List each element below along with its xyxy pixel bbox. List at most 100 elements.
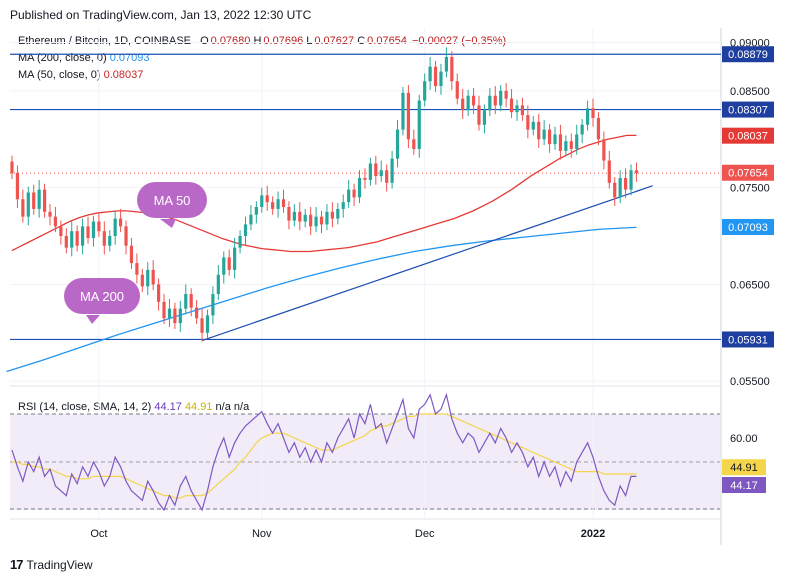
- candle-body: [75, 231, 79, 246]
- time-tick-label: Dec: [415, 528, 435, 540]
- candle-body: [233, 247, 237, 270]
- candle-body: [444, 57, 448, 72]
- change-value: −0.00027 (−0.35%): [411, 35, 507, 47]
- candle-body: [276, 199, 280, 209]
- candle-body: [466, 95, 470, 111]
- candle-body: [151, 269, 155, 285]
- candle-body: [102, 231, 106, 246]
- rsi-badge-label-rsi: 44.17: [730, 480, 758, 492]
- candle-body: [227, 257, 231, 270]
- candle-body: [157, 284, 161, 302]
- candle-body: [634, 170, 639, 174]
- candle-body: [433, 66, 438, 87]
- candle-body: [146, 269, 150, 287]
- ma200-legend: MA (200, close, 0) 0.07093: [18, 52, 149, 64]
- candle-body: [580, 124, 584, 135]
- candle-body: [162, 301, 166, 319]
- candle-body: [493, 95, 497, 106]
- candle-body: [368, 163, 372, 180]
- tradingview-footer[interactable]: 17 TradingView: [10, 557, 93, 572]
- value-badge-ma200: [722, 219, 774, 236]
- candle-body: [216, 274, 220, 295]
- rsi-na-2: n/a: [233, 401, 250, 413]
- candle-body: [32, 192, 36, 209]
- candle-body: [140, 274, 144, 287]
- tradingview-logo-icon: 17: [10, 557, 24, 572]
- candle-body: [178, 308, 182, 324]
- candle-body: [482, 110, 487, 125]
- candle-body: [423, 81, 427, 101]
- close-label: C: [357, 35, 366, 47]
- candle-body: [314, 216, 318, 227]
- candle-body: [70, 231, 74, 248]
- candle-body: [129, 245, 134, 264]
- candle-body: [119, 218, 123, 227]
- candle-body: [547, 129, 552, 145]
- price-tick-label: 0.05500: [730, 376, 770, 388]
- candle-body: [271, 202, 275, 209]
- price-level-badge-label: 0.05931: [728, 334, 768, 346]
- candle-body: [428, 66, 432, 82]
- value-badge-close: [722, 164, 774, 181]
- low-label: L: [306, 35, 313, 47]
- candle-body: [347, 189, 351, 203]
- candle-body: [542, 129, 546, 140]
- candle-body: [86, 226, 90, 238]
- rsi-line: [11, 392, 637, 512]
- candle-body: [406, 92, 410, 140]
- rsi-badge-sma: [722, 459, 766, 476]
- candle-body: [243, 224, 248, 237]
- candle-body: [287, 207, 291, 221]
- candle-body: [200, 318, 204, 333]
- candle-body: [537, 121, 541, 140]
- ma50-legend: MA (50, close, 0) 0.08037: [18, 69, 143, 81]
- candle-body: [189, 294, 193, 308]
- candle-body: [602, 139, 606, 161]
- ma200-annotation-text: MA 200: [80, 289, 124, 304]
- ma50-annotation-text: MA 50: [154, 193, 191, 208]
- candle-body: [390, 158, 394, 183]
- price-level-badge-label: 0.08879: [728, 49, 768, 61]
- candle-body: [401, 92, 405, 130]
- candle-body: [336, 208, 340, 219]
- candle-body: [558, 134, 563, 151]
- candle-body: [303, 214, 307, 222]
- candle-body: [450, 57, 454, 82]
- time-tick-label: Nov: [252, 528, 272, 540]
- ma50-value: 0.08037: [103, 69, 144, 81]
- candle-body: [26, 192, 30, 217]
- candle-body: [488, 95, 492, 111]
- rsi-value: 44.17: [154, 401, 182, 413]
- candle-body: [379, 170, 383, 177]
- candle-body: [298, 211, 302, 222]
- candle-body: [309, 214, 313, 227]
- low-value: 0.07627: [314, 35, 355, 47]
- candle-body: [42, 189, 47, 212]
- candle-body: [195, 307, 199, 319]
- candle-body: [569, 141, 573, 149]
- ma50-annotation-bubble: [137, 182, 207, 218]
- rsi-sma-line: [12, 413, 637, 499]
- close-value: 0.07654: [367, 35, 407, 47]
- candle-body: [91, 221, 96, 238]
- rsi-legend: RSI (14, close, SMA, 14, 2) 44.17 44.91 …: [18, 401, 249, 413]
- candle-body: [471, 95, 476, 106]
- candle-body: [613, 182, 617, 198]
- candle-body: [167, 308, 172, 319]
- candle-body: [618, 177, 622, 198]
- candle-body: [352, 189, 356, 198]
- time-tick-label: 2022: [581, 528, 605, 540]
- candle-body: [575, 134, 579, 149]
- high-label: H: [253, 35, 262, 47]
- ma50-line: [11, 134, 637, 253]
- rsi-badge-rsi: [722, 476, 766, 493]
- price-level-badge: [722, 101, 774, 118]
- ma200-label: MA (200, close, 0): [18, 52, 107, 64]
- candle-body: [455, 81, 459, 99]
- candle-body: [461, 98, 465, 111]
- candle-body: [596, 117, 601, 140]
- candle-body: [173, 308, 177, 324]
- candle-body: [357, 177, 362, 198]
- candle-body: [211, 294, 215, 316]
